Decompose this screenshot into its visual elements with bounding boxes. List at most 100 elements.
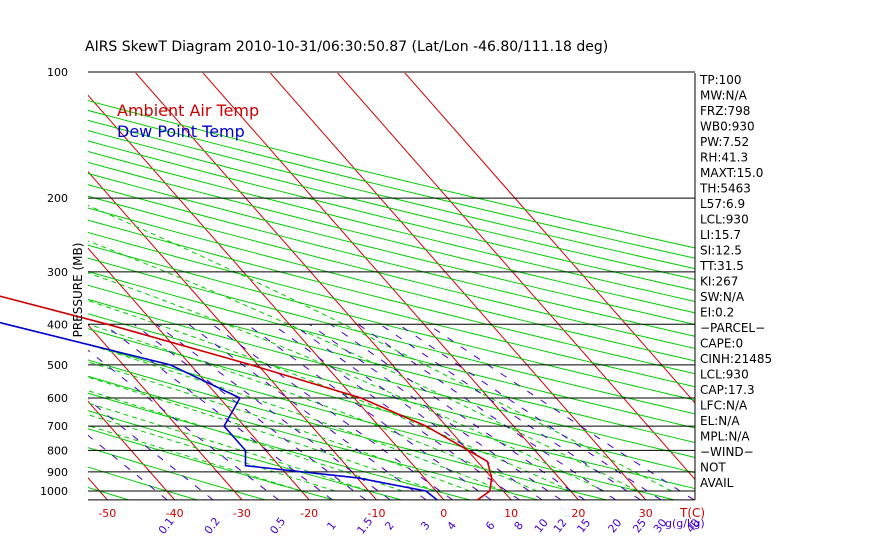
stat-item: PW:7.52 bbox=[700, 135, 749, 149]
mixing-ratio-line bbox=[188, 323, 427, 500]
mixing-ratio-tick-label: 12 bbox=[551, 516, 570, 535]
pressure-tick-label: 400 bbox=[47, 318, 68, 331]
dry-adiabat-line bbox=[88, 172, 695, 325]
temperature-tick-label: 10 bbox=[504, 507, 518, 520]
stat-item: −WIND− bbox=[700, 445, 754, 459]
temperature-tick-label: -50 bbox=[98, 507, 116, 520]
mixing-ratio-tick-label: 20 bbox=[606, 516, 625, 535]
dry-adiabat-line bbox=[88, 109, 695, 259]
temperature-tick-label: 20 bbox=[571, 507, 585, 520]
pressure-tick-label: 100 bbox=[47, 66, 68, 79]
dry-adiabat-line bbox=[88, 313, 695, 474]
moist-adiabat-line bbox=[88, 402, 369, 492]
mixing-ratio-tick-label: 0.5 bbox=[267, 515, 288, 537]
pressure-tick-label: 900 bbox=[47, 466, 68, 479]
dry-adiabat-line bbox=[88, 207, 695, 362]
mixing-ratio-tick-label: 0.2 bbox=[202, 515, 223, 537]
stat-item: CINH:21485 bbox=[700, 352, 772, 366]
mixing-ratio-line bbox=[427, 323, 695, 500]
moist-adiabat-line bbox=[88, 204, 672, 492]
pressure-tick-label: 1000 bbox=[40, 485, 68, 498]
x-axis-label: T(C) bbox=[679, 506, 705, 520]
mixing-ratio-line bbox=[103, 323, 333, 500]
stat-item: NOT bbox=[700, 461, 726, 475]
dry-adiabat-line bbox=[88, 447, 266, 500]
mixing-ratio-tick-label: 8 bbox=[511, 519, 526, 533]
dry-adiabat-line bbox=[88, 244, 695, 401]
ambient-air-temp-line bbox=[0, 295, 493, 501]
dry-adiabat-line bbox=[88, 119, 695, 270]
dry-adiabat-line bbox=[88, 270, 695, 429]
legend-dew-point-temp: Dew Point Temp bbox=[117, 122, 245, 141]
dry-adiabat-line bbox=[88, 161, 695, 314]
legend-ambient-air-temp: Ambient Air Temp bbox=[117, 101, 259, 120]
stat-item: TT:31.5 bbox=[699, 259, 744, 273]
mixing-ratio-line bbox=[292, 323, 543, 500]
stat-item: EI:0.2 bbox=[700, 306, 734, 320]
dry-adiabat-line bbox=[88, 284, 695, 444]
sounding-series bbox=[0, 295, 493, 501]
dry-adiabat-line bbox=[88, 231, 695, 388]
dry-adiabat-line bbox=[88, 130, 695, 280]
dry-adiabat-line bbox=[88, 466, 197, 500]
dry-adiabat-line bbox=[88, 359, 607, 500]
pressure-tick-label: 800 bbox=[47, 444, 68, 457]
stat-item: EL:N/A bbox=[700, 414, 740, 428]
dry-adiabat-line bbox=[88, 375, 539, 500]
mixing-ratio-tick-label: 2 bbox=[382, 519, 397, 533]
pressure-tick-label: 700 bbox=[47, 420, 68, 433]
dry-adiabat-line bbox=[88, 298, 695, 458]
stat-item: LCL:930 bbox=[700, 213, 749, 227]
temperature-tick-label: -40 bbox=[166, 507, 184, 520]
dry-adiabat-line bbox=[88, 428, 334, 500]
stat-item: MPL:N/A bbox=[700, 430, 750, 444]
dry-adiabat-line bbox=[88, 195, 695, 350]
temperature-tick-label: -10 bbox=[368, 507, 386, 520]
mixing-ratio-line bbox=[379, 323, 641, 500]
isotherm-line bbox=[135, 73, 512, 500]
stat-item: L57:6.9 bbox=[700, 197, 745, 211]
dew-point-temp-line bbox=[0, 321, 438, 501]
isotherm-line bbox=[269, 73, 647, 500]
mixing-ratio-axis-label: g(g/kg) bbox=[665, 517, 705, 530]
stat-item: FRZ:798 bbox=[700, 104, 750, 118]
moist-adiabat-line bbox=[88, 240, 639, 492]
stat-item: LI:15.7 bbox=[700, 228, 741, 242]
dry-adiabat-line bbox=[88, 392, 470, 500]
mixing-ratio-tick-label: 10 bbox=[532, 516, 551, 535]
dry-adiabat-line bbox=[88, 151, 695, 302]
temperature-tick-label: 0 bbox=[440, 507, 447, 520]
stat-item: SI:12.5 bbox=[700, 244, 742, 258]
isotherm-line bbox=[88, 94, 445, 500]
stat-item: LFC:N/A bbox=[700, 399, 748, 413]
isotherm-line bbox=[0, 72, 40, 500]
mixing-ratio-tick-label: 1 bbox=[324, 519, 339, 533]
dry-adiabat-line bbox=[88, 140, 695, 291]
pressure-tick-label: 300 bbox=[47, 266, 68, 279]
pressure-tick-label: 500 bbox=[47, 359, 68, 372]
mixing-ratio-line bbox=[309, 323, 562, 500]
mixing-ratio-line bbox=[398, 323, 662, 500]
stat-item: LCL:930 bbox=[700, 368, 749, 382]
moist-adiabat-line bbox=[88, 272, 605, 492]
pressure-tick-label: 600 bbox=[47, 392, 68, 405]
stat-item: MW:N/A bbox=[700, 89, 748, 103]
dry-adiabat-line bbox=[88, 257, 695, 415]
stat-item: SW:N/A bbox=[700, 290, 745, 304]
isotherm-line bbox=[202, 73, 579, 500]
mixing-ratio-line bbox=[155, 323, 391, 500]
stat-item: CAPE:0 bbox=[700, 337, 743, 351]
stat-item: TH:5463 bbox=[699, 182, 751, 196]
chart-title: AIRS SkewT Diagram 2010-10-31/06:30:50.8… bbox=[85, 39, 608, 55]
legend: Ambient Air Temp Dew Point Temp bbox=[117, 101, 259, 141]
isotherm-line bbox=[88, 324, 243, 500]
moist-adiabat-line bbox=[88, 323, 538, 492]
background-lines bbox=[0, 72, 695, 500]
moist-adiabat-line bbox=[88, 390, 403, 492]
dry-adiabat-line bbox=[88, 328, 695, 490]
stat-item: CAP:17.3 bbox=[700, 383, 755, 397]
temperature-tick-label: -30 bbox=[233, 507, 251, 520]
mixing-ratio-line bbox=[133, 323, 367, 500]
dry-adiabat-line bbox=[88, 184, 695, 337]
